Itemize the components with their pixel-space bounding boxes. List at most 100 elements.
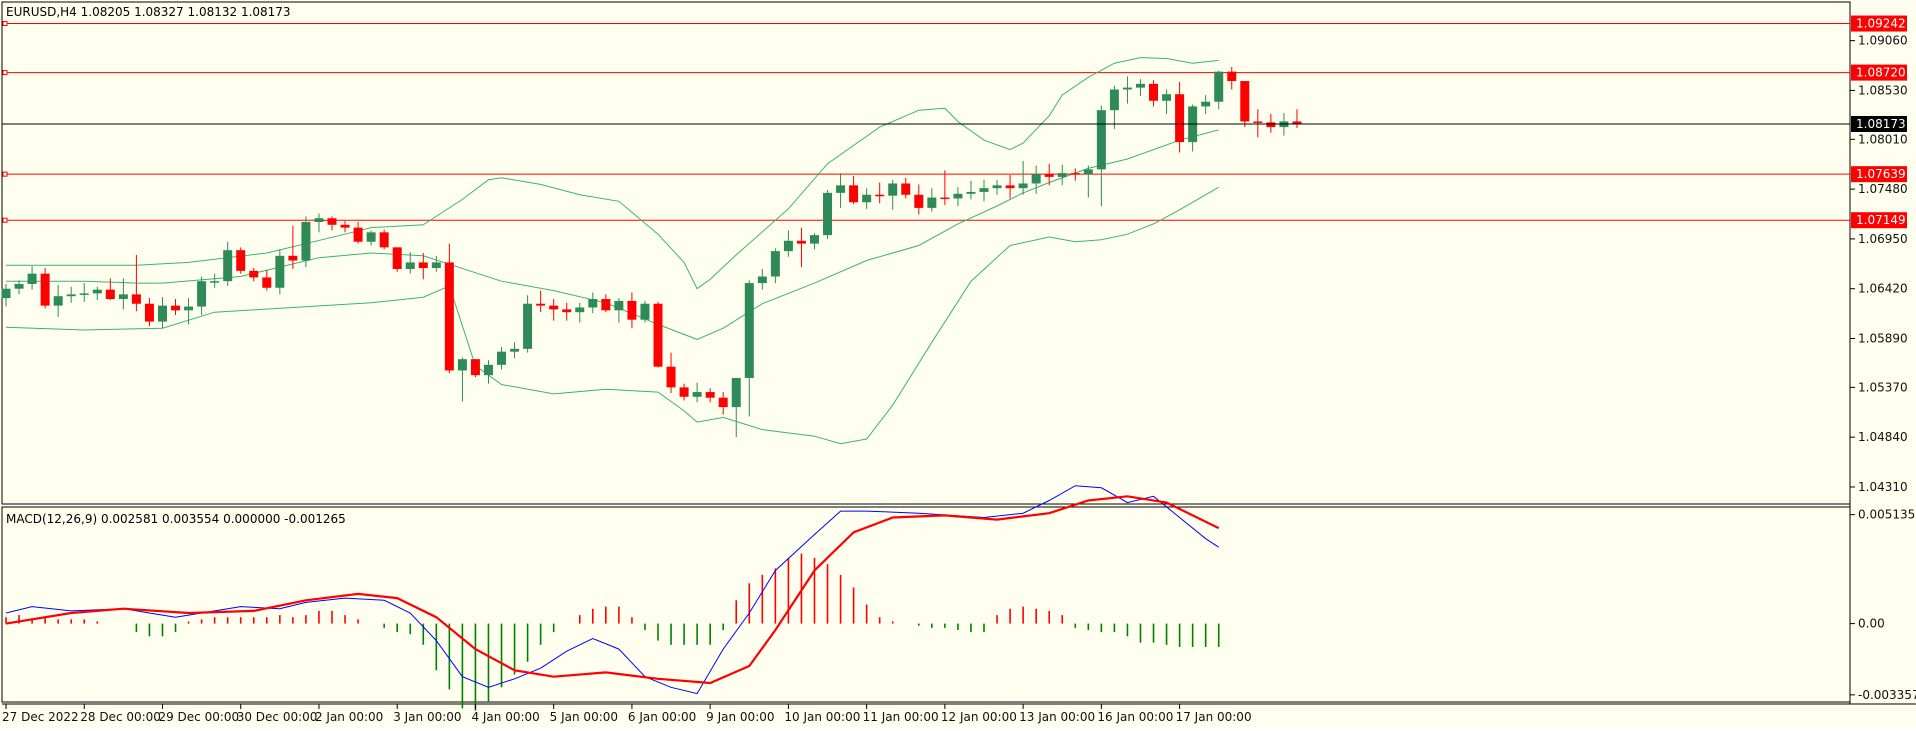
candle-bull <box>1057 173 1067 177</box>
candle-bull <box>1135 83 1145 88</box>
time-tick-label: 13 Jan 00:00 <box>1019 710 1095 724</box>
candle-bull <box>692 392 702 397</box>
level-price-tag <box>1851 64 1907 81</box>
level-price-label: 1.09242 <box>1856 17 1906 31</box>
candle-bull <box>823 192 833 236</box>
candlestick-series <box>1 66 1302 438</box>
level-handle <box>2 21 8 27</box>
candle-bull <box>79 293 89 295</box>
candle-bear <box>327 218 337 225</box>
candle-bear <box>601 299 611 311</box>
bollinger-upper-line <box>6 57 1219 290</box>
level-handle <box>2 171 8 177</box>
candle-bull <box>1214 71 1224 102</box>
horizontal-levels[interactable]: 1.09242 1.08720 1.07639 1.07149 <box>2 15 1907 229</box>
level-handle <box>2 217 8 223</box>
candle-bear <box>1292 121 1302 125</box>
candle-bear <box>653 303 663 367</box>
candle-bull <box>197 281 207 307</box>
candle-bear <box>1005 185 1015 189</box>
candle-bear <box>171 305 181 311</box>
candle-bull <box>731 377 741 408</box>
candle-bear <box>288 255 298 261</box>
candle-bull <box>1031 174 1041 184</box>
candle-bear <box>236 250 246 271</box>
candle-bear <box>470 359 480 376</box>
macd-tick-label: 0.005135 <box>1858 508 1915 522</box>
candle-bull <box>614 300 624 311</box>
candle-bear <box>849 185 859 203</box>
candle-bull <box>53 296 63 306</box>
time-tick-label: 12 Jan 00:00 <box>941 710 1017 724</box>
candle-bear <box>392 247 402 269</box>
candle-bull <box>1122 87 1132 90</box>
price-tick-label: 1.07480 <box>1858 182 1908 196</box>
candle-bull <box>1162 94 1172 101</box>
candle-bull <box>979 188 989 192</box>
candle-bear <box>875 194 885 197</box>
current-price-tag <box>1851 115 1907 132</box>
macd-tick-label: 0.00 <box>1858 617 1885 631</box>
candle-bull <box>992 185 1002 189</box>
candle-bear <box>249 270 259 278</box>
time-tick-label: 11 Jan 00:00 <box>863 710 939 724</box>
candle-bull <box>640 303 650 320</box>
price-tick-label: 1.06420 <box>1858 282 1908 296</box>
candle-bear <box>1227 71 1237 82</box>
candle-bull <box>223 250 233 282</box>
price-tick-label: 1.04310 <box>1858 480 1908 494</box>
price-tick-label: 1.06950 <box>1858 232 1908 246</box>
bollinger-lower-line <box>5 186 1219 445</box>
time-tick-label: 9 Jan 00:00 <box>706 710 774 724</box>
macd-lines <box>5 485 1220 695</box>
level-price-label: 1.07149 <box>1856 213 1906 227</box>
candle-bull <box>757 276 767 284</box>
candle-bear <box>901 183 911 195</box>
level-price-tag <box>1851 212 1907 229</box>
candle-bull <box>966 191 976 194</box>
candle-bear <box>144 303 154 322</box>
candle-bear <box>1253 121 1263 123</box>
candle-bull <box>1096 110 1106 170</box>
macd-tick-label: -0.003357 <box>1858 688 1916 702</box>
time-tick-label: 6 Jan 00:00 <box>628 710 696 724</box>
price-tick-label: 1.05890 <box>1858 332 1908 346</box>
candle-bull <box>510 348 520 352</box>
candle-bull <box>405 262 415 269</box>
candle-bull <box>783 240 793 252</box>
candle-bull <box>927 197 937 208</box>
candle-bear <box>353 227 363 242</box>
macd-main-line <box>5 485 1219 695</box>
candle-bear <box>666 366 676 388</box>
candle-bear <box>679 387 689 397</box>
candle-bull <box>27 273 37 285</box>
price-tick-label: 1.09060 <box>1858 34 1908 48</box>
candle-bull <box>497 351 507 365</box>
candle-bull <box>1109 89 1119 111</box>
candle-bear <box>340 224 350 228</box>
candle-bear <box>1044 174 1054 177</box>
level-price-tag <box>1851 166 1907 183</box>
candle-bear <box>444 262 454 371</box>
price-tick-label: 1.08530 <box>1858 83 1908 97</box>
time-tick-label: 4 Jan 00:00 <box>471 710 539 724</box>
time-tick-label: 29 Dec 00:00 <box>158 710 239 724</box>
candle-bear <box>562 309 572 313</box>
time-tick-label: 30 Dec 00:00 <box>237 710 318 724</box>
time-tick-label: 2 Jan 00:00 <box>315 710 383 724</box>
price-tick-label: 1.08010 <box>1858 132 1908 146</box>
symbol-info: EURUSD,H4 1.08205 1.08327 1.08132 1.0817… <box>6 5 291 19</box>
candle-bull <box>809 235 819 244</box>
candle-bull <box>366 232 376 242</box>
candle-bull <box>14 284 24 289</box>
price-axis: 1.09060 1.08530 1.08010 1.07480 1.06950 1.064… <box>1850 34 1908 494</box>
candle-bear <box>105 289 115 300</box>
candle-bear <box>131 294 141 304</box>
candle-bull <box>744 283 754 378</box>
candle-bull <box>184 306 194 311</box>
macd-signal-line <box>5 495 1220 685</box>
